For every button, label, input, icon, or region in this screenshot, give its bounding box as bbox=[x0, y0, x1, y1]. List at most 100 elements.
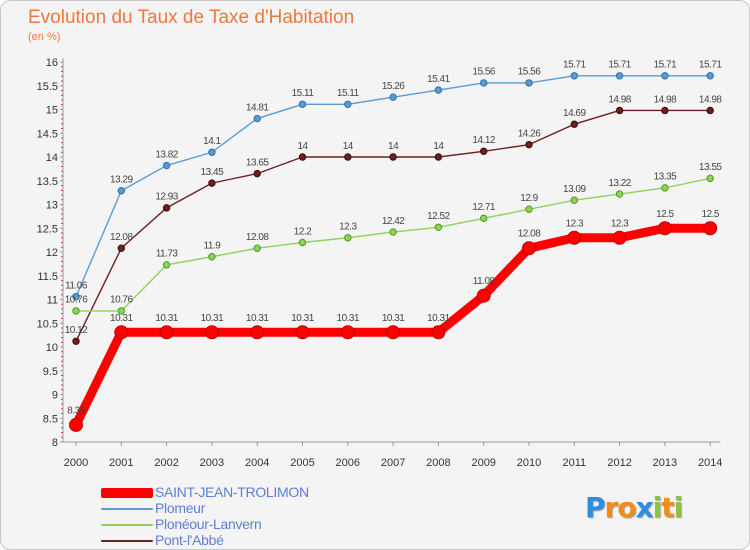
series-layer bbox=[69, 72, 718, 432]
x-tick-label: 2002 bbox=[154, 457, 178, 469]
data-label: 13.09 bbox=[563, 184, 586, 195]
legend-swatch bbox=[101, 540, 153, 542]
data-label: 13.29 bbox=[110, 175, 133, 186]
y-tick-label: 9.5 bbox=[43, 366, 58, 378]
data-label: 14 bbox=[297, 141, 308, 152]
x-tick-label: 2012 bbox=[607, 457, 631, 469]
y-tick-label: 14.5 bbox=[37, 128, 58, 140]
logo-letter: i bbox=[673, 491, 684, 524]
data-label: 14.98 bbox=[654, 94, 677, 105]
data-label: 12.08 bbox=[110, 232, 133, 243]
data-point bbox=[480, 147, 488, 156]
x-tick-label: 2003 bbox=[200, 457, 224, 469]
data-label: 10.31 bbox=[382, 313, 405, 324]
data-label: 12.52 bbox=[427, 211, 450, 222]
data-point bbox=[117, 187, 126, 195]
data-point bbox=[661, 106, 669, 115]
data-label: 12.08 bbox=[246, 232, 269, 243]
data-point bbox=[431, 325, 446, 340]
series-pont-l-abb- bbox=[72, 106, 714, 345]
data-label: 11.9 bbox=[204, 241, 222, 252]
data-point bbox=[706, 106, 714, 115]
data-label: 11.08 bbox=[473, 276, 496, 287]
data-point bbox=[615, 72, 624, 80]
data-label: 15.26 bbox=[382, 81, 405, 92]
y-tick-label: 13 bbox=[46, 200, 58, 212]
y-tick-label: 9 bbox=[52, 390, 58, 402]
data-point bbox=[162, 204, 171, 212]
data-point bbox=[706, 174, 714, 183]
data-point bbox=[253, 244, 261, 252]
legend-swatch bbox=[101, 508, 153, 510]
data-label: 10.12 bbox=[65, 325, 88, 336]
data-point bbox=[162, 261, 171, 269]
data-point bbox=[567, 230, 582, 245]
data-point bbox=[615, 190, 624, 198]
data-label: 10.31 bbox=[155, 313, 178, 324]
x-tick-label: 2006 bbox=[336, 457, 360, 469]
data-point bbox=[159, 325, 174, 340]
data-label: 13.55 bbox=[699, 162, 722, 173]
data-label: 11.73 bbox=[156, 249, 179, 260]
data-point bbox=[389, 153, 397, 161]
series-saint-jean-trolimon bbox=[69, 221, 718, 432]
data-label: 12.3 bbox=[566, 218, 584, 229]
data-point bbox=[476, 288, 491, 303]
data-point bbox=[434, 153, 443, 161]
y-tick-label: 13.5 bbox=[37, 176, 58, 188]
data-label: 12.9 bbox=[520, 193, 538, 204]
x-tick-label: 2007 bbox=[381, 457, 405, 469]
data-point bbox=[208, 148, 216, 156]
y-tick-label: 8 bbox=[52, 437, 58, 449]
data-point bbox=[69, 417, 83, 432]
data-point bbox=[344, 234, 352, 242]
y-tick-label: 16 bbox=[46, 57, 58, 69]
data-label: 8.36 bbox=[67, 405, 85, 416]
data-label: 10.31 bbox=[291, 313, 314, 324]
data-label: 14 bbox=[433, 141, 444, 152]
data-point bbox=[253, 169, 261, 178]
data-label: 14.98 bbox=[699, 94, 722, 105]
x-tick-label: 2001 bbox=[109, 457, 133, 469]
data-point bbox=[208, 179, 216, 187]
data-label: 10.31 bbox=[337, 313, 360, 324]
data-label: 14 bbox=[388, 141, 399, 152]
chart-axes: 8 8.5 9 9.5 10 10.5 11 11.5 12 12.5 13 13.5 14 14.5 15… bbox=[37, 57, 723, 469]
data-point bbox=[570, 120, 578, 128]
x-tick-label: 2013 bbox=[653, 457, 677, 469]
data-point bbox=[389, 228, 397, 236]
data-point bbox=[522, 241, 536, 256]
data-label: 13.35 bbox=[654, 172, 677, 183]
y-tick-label: 15.5 bbox=[37, 81, 58, 93]
data-point bbox=[657, 221, 672, 236]
data-label: 12.5 bbox=[701, 209, 719, 220]
data-point bbox=[612, 230, 627, 245]
data-label: 15.41 bbox=[427, 74, 450, 85]
data-label: 10.31 bbox=[201, 313, 224, 324]
data-point bbox=[480, 214, 488, 222]
y-tick-label: 14 bbox=[46, 152, 58, 164]
data-point bbox=[386, 325, 401, 340]
x-tick-label: 2014 bbox=[698, 457, 722, 469]
legend-label: Pont-l'Abbé bbox=[155, 532, 224, 548]
data-label: 14.81 bbox=[246, 102, 269, 113]
data-label: 12.71 bbox=[472, 202, 495, 213]
legend-label: Plomeur bbox=[155, 500, 206, 516]
data-point bbox=[72, 337, 80, 345]
data-point bbox=[72, 307, 80, 315]
data-point bbox=[298, 153, 307, 161]
data-point bbox=[250, 325, 265, 340]
data-point bbox=[525, 140, 533, 149]
data-point bbox=[389, 93, 397, 101]
data-point bbox=[117, 307, 126, 315]
y-tick-label: 8.5 bbox=[43, 413, 58, 425]
data-label: 12.93 bbox=[155, 192, 178, 203]
data-point bbox=[570, 196, 578, 204]
data-point bbox=[344, 100, 352, 108]
data-point bbox=[615, 106, 624, 115]
series-plomeur bbox=[72, 72, 714, 301]
data-label: 12.3 bbox=[339, 222, 357, 233]
x-tick-label: 2009 bbox=[471, 457, 495, 469]
x-tick-label: 2004 bbox=[245, 457, 269, 469]
